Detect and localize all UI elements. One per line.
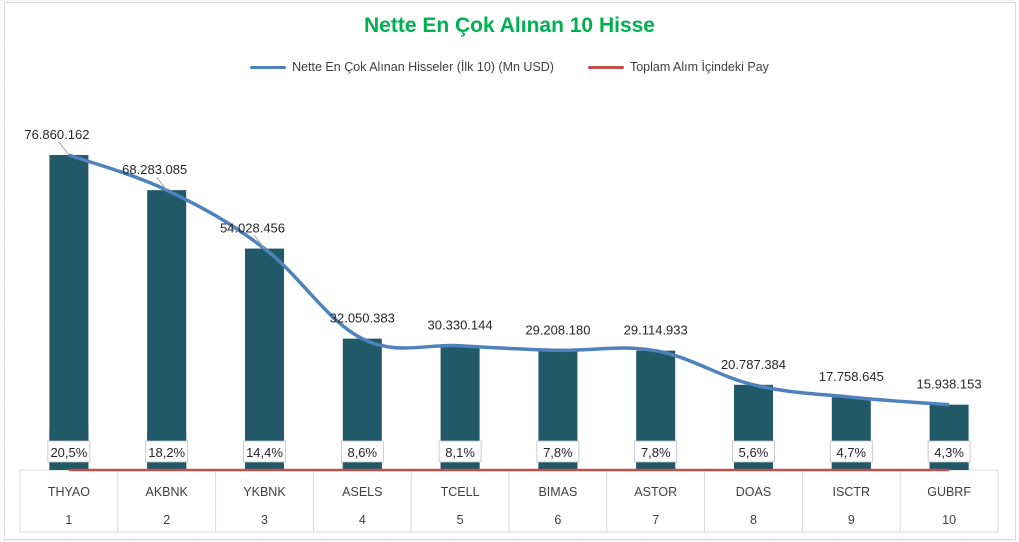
category-tick-label: ASTOR <box>634 485 677 499</box>
category-tick-label: YKBNK <box>243 485 286 499</box>
rank-tick-label: 3 <box>261 513 268 527</box>
legend-swatch-values <box>250 65 287 69</box>
value-data-label: 15.938.153 <box>917 377 982 392</box>
category-tick-label: ISCTR <box>833 485 871 499</box>
value-data-label: 29.114.933 <box>624 323 688 338</box>
share-label-box <box>732 440 775 463</box>
share-label-box <box>438 440 482 463</box>
rank-tick-label: 9 <box>848 513 855 527</box>
share-data-label: 5,6% <box>739 445 769 460</box>
rank-tick-label: 7 <box>652 513 659 527</box>
value-data-label: 76.860.162 <box>24 127 89 142</box>
value-data-label: 30.330.144 <box>428 318 493 333</box>
category-tick-label: BIMAS <box>538 485 577 499</box>
share-label-box <box>927 440 971 463</box>
legend-label-values: Nette En Çok Alınan Hisseler (İlk 10) (M… <box>292 60 554 74</box>
value-data-label: 29.208.180 <box>525 322 590 337</box>
share-data-label: 4,3% <box>934 445 964 460</box>
value-bar <box>245 248 284 470</box>
share-bar <box>831 460 871 470</box>
value-data-label: 20.787.384 <box>721 357 786 372</box>
share-label-box <box>243 440 286 463</box>
value-bar <box>49 155 89 470</box>
share-data-label: 4,7% <box>836 445 866 460</box>
category-tick-label: AKBNK <box>146 485 189 499</box>
value-leader-line <box>254 235 265 249</box>
share-bar <box>734 458 773 470</box>
rank-tick-label: 2 <box>163 513 170 527</box>
value-data-label: 54.028.456 <box>220 221 285 236</box>
legend-item-values: Nette En Çok Alınan Hisseler (İlk 10) (M… <box>250 60 554 74</box>
share-label-box <box>340 440 384 463</box>
category-tick-label: GUBRF <box>927 485 971 499</box>
rank-tick-label: 1 <box>65 513 72 527</box>
rank-tick-label: 6 <box>554 513 561 527</box>
share-data-label: 7,8% <box>641 445 671 460</box>
rank-tick-label: 8 <box>750 513 757 527</box>
share-bar <box>929 460 969 470</box>
chart-legend: Nette En Çok Alınan Hisseler (İlk 10) (M… <box>0 60 1019 74</box>
rank-tick-label: 5 <box>457 513 464 527</box>
value-data-label: 17.758.645 <box>819 369 884 384</box>
share-data-label: 8,6% <box>347 445 377 460</box>
share-label-box <box>47 440 91 463</box>
legend-label-share: Toplam Alım İçindeki Pay <box>629 60 769 74</box>
share-label-box <box>536 440 580 463</box>
share-data-label: 18,2% <box>148 445 185 460</box>
share-label-box <box>634 440 678 463</box>
legend-swatch-share <box>587 65 624 69</box>
value-line <box>68 153 950 407</box>
share-data-label: 7,8% <box>543 445 573 460</box>
category-tick-label: THYAO <box>48 485 90 499</box>
value-leader-line <box>58 141 70 156</box>
rank-tick-label: 4 <box>359 513 366 527</box>
category-tick-label: TCELL <box>441 485 480 499</box>
category-tick-label: ASELS <box>342 485 382 499</box>
legend-item-share: Toplam Alım İçindeki Pay <box>587 60 769 74</box>
chart-title: Nette En Çok Alınan 10 Hisse <box>364 14 655 37</box>
value-leader-line <box>156 176 168 191</box>
category-tick-label: DOAS <box>736 485 771 499</box>
share-data-label: 8,1% <box>445 445 475 460</box>
share-data-label: 14,4% <box>246 445 283 460</box>
value-data-label: 68.283.085 <box>122 162 187 177</box>
value-data-label: 32.050.383 <box>330 311 395 326</box>
share-label-box <box>145 440 189 463</box>
share-label-box <box>829 440 873 463</box>
value-bar <box>147 190 187 470</box>
share-data-label: 20,5% <box>50 445 87 460</box>
rank-tick-label: 10 <box>942 513 956 527</box>
